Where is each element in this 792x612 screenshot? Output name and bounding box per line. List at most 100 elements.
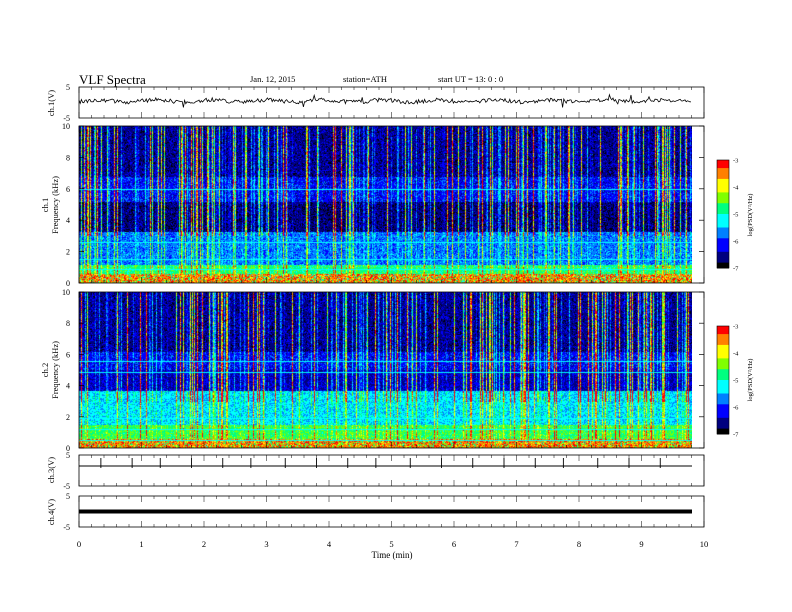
colorbar-cell [717, 205, 729, 210]
colorbar-cell [717, 189, 729, 193]
colorbar-cell [717, 334, 729, 338]
colorbar-cell [717, 401, 729, 405]
colorbar-tick: -3 [733, 158, 738, 165]
ch2-colorbar-label: log(PSD(V²/Hz) [747, 359, 754, 402]
spec2-image [79, 292, 692, 448]
colorbar-cell [717, 390, 729, 394]
colorbar-cell [717, 187, 729, 191]
colorbar-cell [717, 361, 729, 365]
colorbar-cell [717, 431, 729, 435]
colorbar-tick: -6 [733, 239, 739, 246]
ch1-spec-ylabel: Frequency (kHz) [50, 176, 60, 234]
ytick-label: 2 [66, 413, 70, 422]
colorbar-cell [717, 420, 729, 424]
colorbar-cell [717, 326, 729, 330]
colorbar-cell [717, 358, 729, 362]
colorbar-cell [717, 219, 729, 223]
colorbar-cell [717, 425, 729, 430]
colorbar-cell [717, 377, 729, 381]
colorbar-cell [717, 192, 729, 196]
ytick-label: 10 [62, 288, 70, 297]
colorbar-cell [717, 178, 729, 183]
colorbar-cell [717, 203, 729, 207]
xtick-label: 2 [202, 539, 206, 549]
colorbar-cell [717, 398, 729, 403]
colorbar-cell [717, 404, 729, 408]
colorbar-cell [717, 214, 729, 218]
colorbar-frame [716, 325, 730, 435]
colorbar-cell [717, 371, 729, 376]
colorbar-cell [717, 409, 729, 413]
x-axis-label: Time (min) [372, 550, 413, 560]
colorbar-cell [717, 173, 729, 177]
colorbar-cell [717, 423, 729, 427]
xtick-label: 4 [327, 539, 332, 549]
colorbar-cell [717, 265, 729, 269]
ytick-label: 0 [66, 279, 70, 288]
ch1-colorbar-label: log(PSD(V²/Hz) [747, 194, 754, 237]
colorbar-cell [717, 241, 729, 245]
ch1-waveform [78, 93, 692, 108]
colorbar-cell [717, 170, 729, 174]
colorbar-cell [717, 350, 729, 354]
ch1-colorbar: -3 -4 -5 -6 -7 [716, 158, 739, 273]
colorbar-cell [717, 200, 729, 204]
xtick-label: 7 [514, 539, 518, 549]
colorbar-cell [717, 184, 729, 188]
ytick-label: 0 [66, 444, 70, 453]
ch3-ylabel: ch.3(V) [46, 457, 56, 483]
colorbar-cell [717, 181, 729, 185]
colorbar-cell [717, 407, 729, 411]
ch3-ytick-bottom: -5 [63, 482, 70, 491]
colorbar-cell [717, 238, 729, 242]
colorbar-cell [717, 415, 729, 419]
colorbar-cell [717, 388, 729, 392]
colorbar-cell [717, 211, 729, 215]
xtick-label: 10 [700, 539, 709, 549]
ytick-label: 4 [66, 216, 70, 225]
colorbar-frame [716, 159, 730, 269]
xtick-label: 3 [264, 539, 268, 549]
colorbar-cell [717, 363, 729, 367]
colorbar-cell [717, 385, 729, 389]
colorbar-cell [717, 339, 729, 343]
colorbar-tick: -6 [733, 405, 739, 412]
colorbar-cell [717, 249, 729, 253]
ch4-ytick-bottom: -5 [63, 523, 70, 532]
start-time-label: start UT = 13: 0 : 0 [438, 74, 503, 84]
colorbar-cell [717, 235, 729, 239]
colorbar-cell [717, 328, 729, 332]
ch4-ylabel: ch.4(V) [46, 499, 56, 525]
x-axis-ticks: 0 1 2 3 4 5 6 7 8 9 10 [77, 87, 708, 549]
colorbar-cell [717, 230, 729, 234]
ch2-colorbar: -3 -4 -5 -6 -7 [716, 324, 739, 439]
colorbar-cell [717, 162, 729, 166]
colorbar-cell [717, 168, 729, 172]
ytick-label: 6 [66, 185, 70, 194]
colorbar-cell [717, 259, 729, 264]
colorbar-cell [717, 344, 729, 349]
colorbar-cell [717, 428, 729, 432]
colorbar-cell [717, 366, 729, 370]
colorbar-cell [717, 224, 729, 228]
ch2-spec-ylabel: Frequency (kHz) [50, 341, 60, 399]
colorbar-cell [717, 369, 729, 373]
colorbar-cell [717, 197, 729, 201]
ch1-waveform-line [78, 93, 692, 108]
colorbar-cell [717, 243, 729, 247]
date-label: Jan. 12, 2015 [250, 74, 295, 84]
xtick-label: 8 [577, 539, 581, 549]
colorbar-tick: -5 [733, 212, 738, 219]
ch1-ylabel: ch.1(V) [46, 90, 56, 116]
ch3-waveform [79, 458, 692, 468]
ytick-label: 10 [62, 122, 70, 131]
colorbar-cell [717, 355, 729, 359]
colorbar-cell [717, 262, 729, 266]
colorbar-cell [717, 417, 729, 421]
colorbar-cell [717, 246, 729, 250]
colorbar-cell [717, 208, 729, 212]
colorbar-tick: -5 [733, 378, 738, 385]
colorbar-cell [717, 380, 729, 384]
colorbar-cell [717, 347, 729, 351]
